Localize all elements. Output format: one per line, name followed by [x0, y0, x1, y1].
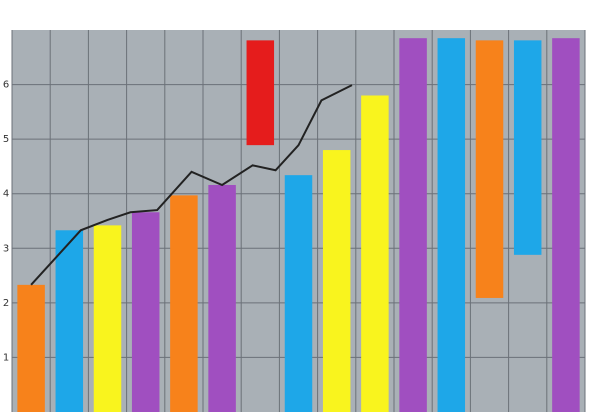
y-tick-label: 2	[3, 298, 9, 309]
bar	[552, 38, 580, 412]
bar	[437, 38, 466, 412]
y-tick-label: 6	[3, 80, 9, 91]
bar	[513, 40, 542, 255]
y-tick-label: 4	[3, 189, 9, 200]
trend-line	[30, 84, 353, 286]
bar	[208, 184, 236, 412]
bar	[399, 38, 427, 412]
bar	[361, 95, 389, 412]
bar	[131, 212, 160, 412]
y-tick-label: 3	[3, 243, 9, 254]
bar	[475, 40, 504, 298]
bar	[17, 284, 45, 412]
y-tick-label: 1	[3, 352, 9, 363]
bar	[246, 40, 275, 146]
bar	[170, 195, 198, 412]
bar	[284, 175, 313, 412]
bar	[55, 230, 84, 412]
bar	[93, 225, 122, 412]
bar	[322, 150, 351, 413]
y-tick-label: 5	[3, 134, 9, 145]
